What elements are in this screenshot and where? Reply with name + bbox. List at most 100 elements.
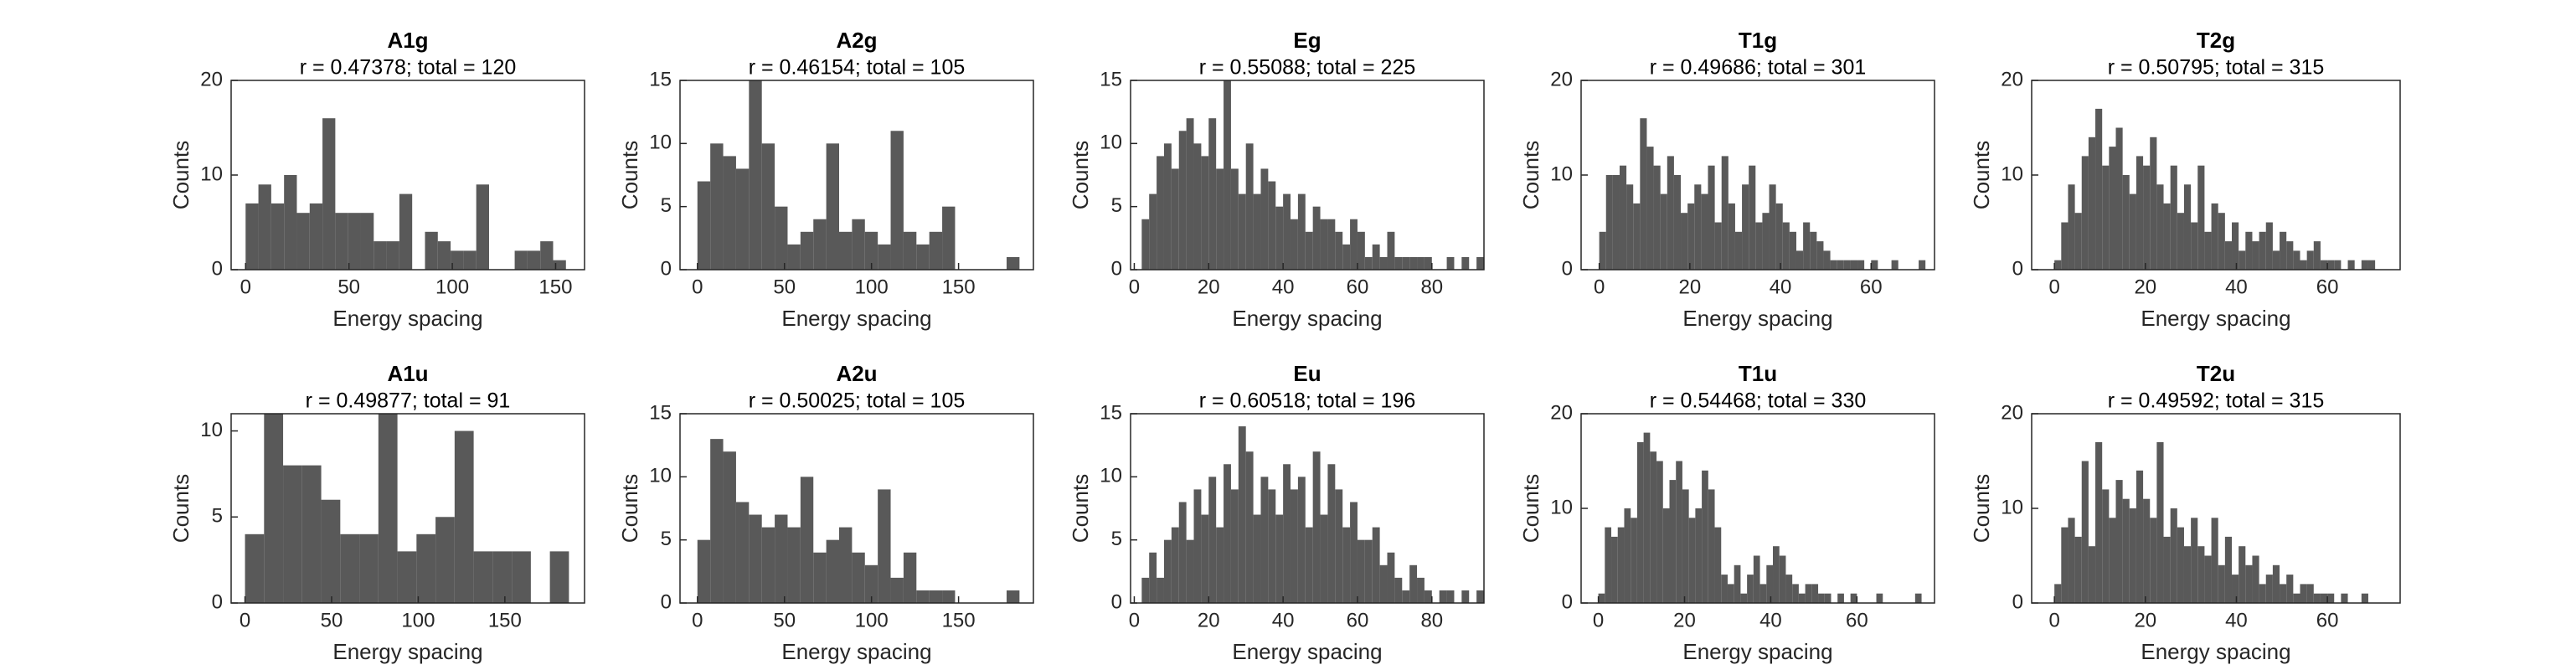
bar: [553, 260, 566, 270]
bar: [1275, 206, 1284, 270]
axes-box: [1130, 413, 1485, 604]
bar: [1268, 181, 1276, 270]
bar: [476, 184, 489, 270]
bar: [1782, 222, 1790, 270]
bar: [1914, 593, 1922, 603]
bar: [916, 244, 930, 270]
panel-title: T1u: [1739, 361, 1777, 386]
bar: [359, 533, 379, 603]
y-tick-label: 20: [1550, 68, 1573, 90]
x-tick-label: 0: [2048, 276, 2059, 298]
bar: [2136, 470, 2144, 603]
bar: [1305, 527, 1313, 603]
bar: [473, 551, 493, 603]
bar: [1636, 441, 1644, 603]
bar: [2259, 231, 2266, 270]
bar: [416, 533, 436, 603]
bar: [374, 241, 387, 270]
bar: [1631, 518, 1637, 603]
y-tick-label: 10: [2001, 496, 2023, 518]
bar: [1149, 193, 1157, 270]
y-tick-label: 10: [649, 465, 672, 487]
bar: [399, 193, 413, 270]
bar: [1646, 147, 1654, 270]
bar: [2129, 193, 2136, 270]
panel: 0 50 100 150 0 10 20 A1g r = 0.47378; total = 12…: [168, 28, 585, 331]
bar: [2115, 480, 2123, 603]
bar: [800, 231, 814, 270]
bar: [878, 489, 891, 603]
bar: [1327, 219, 1336, 270]
bar: [1230, 489, 1239, 603]
bar: [749, 80, 762, 270]
bar: [1660, 193, 1667, 270]
bar: [1342, 527, 1351, 603]
bar: [1653, 165, 1661, 270]
y-tick-label: 20: [2001, 68, 2023, 90]
axes-box: [230, 413, 585, 604]
y-tick-label: 0: [1562, 590, 1573, 613]
panel: 0 20 40 60 0 10 20 T2g r = 0.50795; total = 315 E…: [1969, 28, 2401, 331]
bar: [1387, 231, 1395, 270]
bar: [258, 184, 271, 270]
bar: [301, 465, 322, 603]
bar: [1193, 143, 1202, 270]
y-tick-label: 5: [1111, 194, 1122, 217]
bar: [2109, 518, 2116, 603]
bar: [2293, 250, 2300, 270]
bar: [1238, 193, 1246, 270]
bar: [1919, 260, 1926, 270]
bar: [2211, 203, 2218, 270]
bar: [2156, 184, 2164, 270]
bar: [1830, 260, 1837, 270]
bar: [1633, 203, 1641, 270]
y-tick-label: 10: [200, 162, 223, 185]
bar: [1372, 244, 1380, 270]
x-tick-label: 0: [240, 276, 251, 298]
bar: [2136, 156, 2144, 270]
panel: 0 20 40 60 0 10 20 T1u r = 0.54468; total = 330 E…: [1518, 361, 1935, 664]
bar: [2272, 250, 2280, 270]
x-tick-label: 150: [488, 609, 522, 631]
bar: [1759, 584, 1767, 603]
panel-title: T1g: [1739, 28, 1777, 53]
bar: [2183, 546, 2192, 603]
x-tick-label: 0: [1129, 609, 1140, 631]
bar: [2204, 231, 2212, 270]
x-tick-label: 50: [337, 276, 360, 298]
bar: [1297, 193, 1306, 270]
bar: [1312, 206, 1321, 270]
bar: [1818, 593, 1825, 603]
x-tick-label: 0: [240, 609, 250, 631]
panel: 0 20 40 60 80 0 5 10 15 Eu r = 0.60518; total = 19…: [1068, 361, 1485, 664]
y-tick-label: 0: [1111, 590, 1122, 613]
bar: [852, 552, 865, 603]
y-tick-label: 0: [2012, 590, 2023, 613]
y-tick-label: 5: [661, 194, 672, 217]
bar: [540, 241, 554, 270]
bar: [1379, 564, 1388, 603]
x-tick-label: 40: [2225, 609, 2248, 631]
bar: [826, 143, 840, 270]
bar: [270, 203, 285, 270]
bar: [2183, 184, 2192, 270]
bar: [2293, 593, 2300, 603]
bar: [1837, 593, 1844, 603]
bar: [1766, 564, 1774, 603]
bar: [1379, 256, 1388, 270]
bar: [1364, 539, 1373, 603]
y-tick-label: 5: [661, 528, 672, 550]
x-tick-label: 60: [1860, 276, 1883, 298]
bar: [878, 244, 891, 270]
bar: [916, 590, 930, 603]
y-tick-label: 0: [212, 590, 223, 613]
bar: [1476, 256, 1484, 270]
bar: [2341, 593, 2348, 603]
bar: [2191, 222, 2198, 270]
bar: [2074, 536, 2082, 603]
bar: [1611, 536, 1618, 603]
bar: [864, 564, 878, 603]
bar: [2306, 250, 2314, 270]
y-tick-label: 20: [1550, 401, 1573, 424]
